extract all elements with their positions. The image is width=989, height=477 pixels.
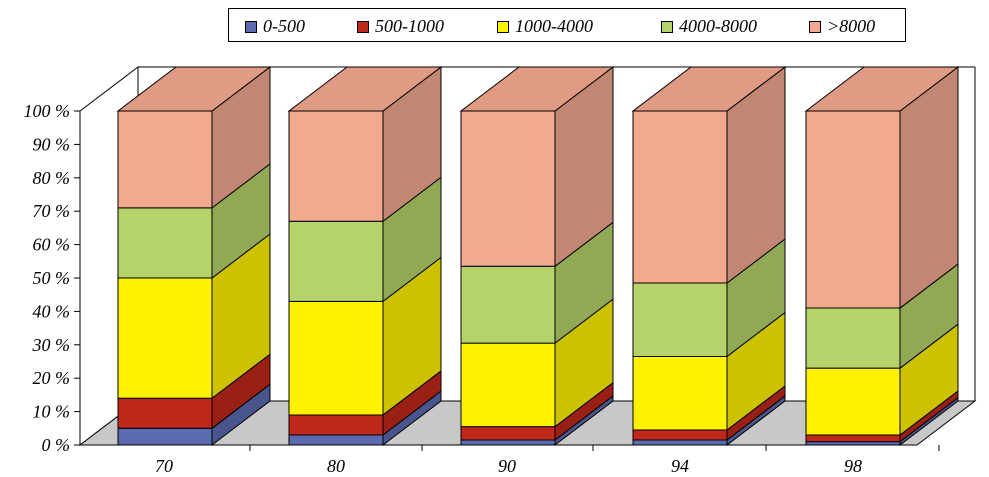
x-tick-label: 70 <box>155 456 173 476</box>
legend-label: 0-500 <box>263 16 305 36</box>
bar-segment <box>805 367 901 436</box>
y-tick-label: 50 % <box>33 268 71 288</box>
bar-segment <box>117 427 213 446</box>
bar-segment <box>805 441 901 446</box>
bar-top <box>459 66 615 112</box>
bar-segment <box>460 110 556 267</box>
y-tick-label: 80 % <box>33 168 71 188</box>
x-tick-label: 80 <box>327 456 345 476</box>
x-tick-label: 90 <box>498 456 516 476</box>
bar-segment <box>632 439 728 446</box>
legend-item: 4000-8000 <box>661 16 757 37</box>
legend-swatch <box>245 20 257 33</box>
bar-segment <box>460 342 556 428</box>
legend-item: 500-1000 <box>357 16 444 37</box>
bar-segment <box>805 307 901 369</box>
bar-segment <box>805 110 901 309</box>
bar-segment <box>117 110 213 209</box>
bar-segment <box>288 220 384 302</box>
bar-segment <box>117 397 213 429</box>
y-tick-label: 20 % <box>33 368 71 388</box>
bar-segment <box>288 434 384 446</box>
x-tick-label: 98 <box>844 456 862 476</box>
legend-swatch <box>497 20 509 33</box>
bar-segment <box>632 429 728 441</box>
legend: 0-500 500-1000 1000-4000 4000-8000 >8000 <box>228 8 906 42</box>
legend-item: >8000 <box>809 16 875 37</box>
bar-top <box>287 66 443 112</box>
bar-segment <box>460 439 556 446</box>
y-tick-label: 70 % <box>33 201 71 221</box>
y-tick-label: 90 % <box>33 134 71 154</box>
x-tick-label: 94 <box>671 456 689 476</box>
legend-item: 1000-4000 <box>497 16 593 37</box>
legend-label: 500-1000 <box>375 16 444 36</box>
legend-label: >8000 <box>827 16 876 36</box>
y-tick-label: 30 % <box>32 335 71 355</box>
legend-swatch <box>661 20 673 33</box>
y-tick-label: 100 % <box>24 101 71 121</box>
legend-item: 0-500 <box>245 16 305 37</box>
bar-segment <box>632 110 728 284</box>
bar-segment <box>117 277 213 399</box>
bar-segment <box>632 355 728 431</box>
legend-label: 4000-8000 <box>679 16 757 36</box>
y-tick-label: 60 % <box>33 235 71 255</box>
y-tick-label: 0 % <box>42 435 71 455</box>
y-tick-label: 10 % <box>33 402 71 422</box>
bar-segment <box>460 426 556 441</box>
legend-swatch <box>809 20 821 33</box>
y-tick-label: 40 % <box>33 301 71 321</box>
bar-segment <box>632 282 728 357</box>
bar-segment <box>288 414 384 436</box>
bar-segment <box>288 110 384 222</box>
bar-top <box>804 66 960 112</box>
bar-top <box>116 66 272 112</box>
bar-segment <box>460 265 556 344</box>
bar-segment <box>117 207 213 279</box>
bar-top <box>631 66 787 112</box>
legend-swatch <box>357 20 369 33</box>
bar-segment <box>805 434 901 443</box>
bar-segment <box>288 300 384 416</box>
legend-label: 1000-4000 <box>515 16 593 36</box>
